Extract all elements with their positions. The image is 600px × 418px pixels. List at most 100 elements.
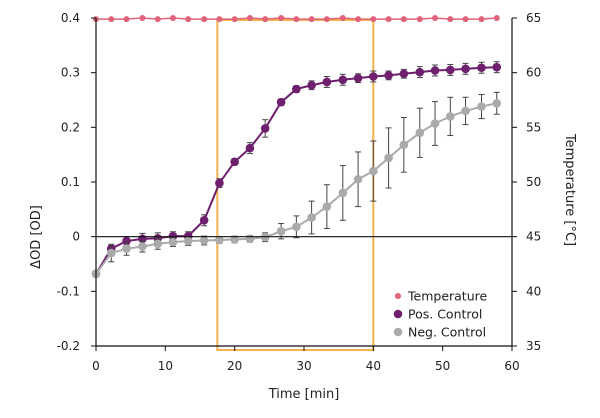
y2-tick-label: 60 [526,66,541,80]
data-point [292,84,301,94]
data-point [154,16,161,23]
legend-label: Temperature [407,289,487,304]
data-point [122,236,131,246]
data-point [108,16,115,23]
data-point [353,174,363,184]
data-point [307,80,316,90]
series-temperature [93,15,500,23]
data-point [432,15,439,21]
data-point [492,98,502,108]
data-point [493,15,500,21]
data-point [199,215,209,225]
data-point [369,166,378,176]
y2-tick-label: 40 [526,284,541,298]
data-point [399,69,409,79]
data-point [278,15,285,21]
data-point [399,140,409,150]
data-point [122,244,131,253]
data-point [370,16,377,23]
data-point [400,16,407,23]
y-tick-label: 0.1 [61,175,80,189]
y-tick-label: 0 [72,230,80,244]
legend-label: Pos. Control [408,307,482,322]
data-point [246,15,253,21]
highlight-window [216,19,375,351]
data-point [168,237,178,247]
series-neg-control [91,91,502,279]
data-point [445,65,455,75]
y2-tick-label: 50 [526,175,541,189]
data-point [461,64,470,74]
x-tick-label: 10 [158,359,173,373]
data-point [447,16,454,23]
y-tick-label: -0.2 [57,339,80,353]
data-point [339,15,346,21]
y2-axis-label: Temperature [°C] [562,133,577,246]
data-point [292,222,301,232]
y-tick-label: 0.4 [61,11,80,25]
data-point [138,242,147,251]
x-axis-label: Time [min] [268,387,340,402]
series-line [95,102,497,275]
data-point [478,16,485,23]
y2-tick-label: 65 [526,11,541,25]
legend-marker [393,327,403,337]
data-point [106,248,116,258]
data-point [415,67,425,77]
data-point [308,16,315,23]
data-point [185,16,192,23]
series-pos-control [91,61,502,279]
data-point [461,106,470,116]
y2-tick-label: 35 [526,339,541,353]
highlight-rect [216,19,375,351]
data-point [276,97,286,107]
legend-label: Neg. Control [408,325,486,340]
data-point [293,16,300,23]
data-point [123,16,130,23]
y-tick-label: 0.3 [61,66,80,80]
data-point [384,71,393,80]
data-point [216,16,223,23]
data-point [477,102,486,111]
data-point [276,226,286,236]
data-point [323,16,330,23]
data-point [416,16,423,23]
data-point [169,15,176,21]
data-point [201,16,208,23]
data-point [260,124,270,133]
x-tick-label: 0 [92,359,100,373]
x-tick-label: 50 [435,359,450,373]
data-point [384,153,393,163]
x-tick-label: 60 [504,359,519,373]
y2-tick-label: 55 [526,120,541,134]
data-point [445,112,455,121]
y-tick-label: 0.2 [61,120,80,134]
series-layer [91,15,502,279]
data-point [415,128,425,138]
data-point [430,119,440,128]
data-point [369,72,378,81]
data-point [215,235,224,245]
legend: Temperature Pos. Control Neg. Control [393,289,487,340]
axes: -0.2 -0.1 0 0.1 0.2 0.3 0.4 35 40 45 50 55 60 65 0 10 20… [57,11,542,373]
data-point [245,143,255,153]
data-point [477,63,486,73]
data-point [322,202,332,211]
data-point [353,73,363,83]
y-tick-label: -0.1 [57,284,80,298]
data-point [338,75,348,85]
y-axis-label: ΔOD [OD] [29,205,44,269]
data-point [322,77,332,87]
data-point [139,15,146,21]
data-point [231,16,238,23]
x-tick-label: 20 [227,359,242,373]
data-point [215,178,224,188]
legend-marker [395,293,401,299]
data-point [230,157,239,167]
data-point [430,66,440,75]
data-point [183,236,193,246]
data-point [262,16,269,23]
data-point [355,16,362,23]
data-point [199,236,209,245]
